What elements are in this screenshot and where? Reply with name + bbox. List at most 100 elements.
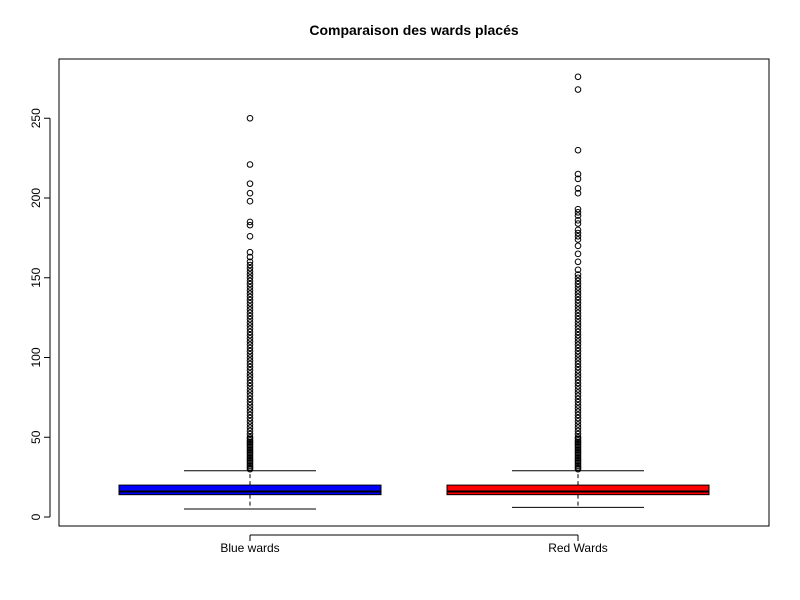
outlier-point bbox=[574, 354, 582, 361]
outlier-point bbox=[246, 114, 254, 122]
outlier-point bbox=[574, 217, 582, 224]
outlier-point bbox=[574, 360, 582, 368]
outlier-point bbox=[246, 258, 254, 266]
outlier-point bbox=[246, 379, 254, 387]
plot-frame bbox=[58, 58, 770, 527]
outlier-point bbox=[574, 232, 582, 240]
outlier-point bbox=[246, 376, 254, 384]
outlier-point bbox=[246, 325, 254, 333]
outlier-point bbox=[574, 433, 582, 441]
outlier-point bbox=[574, 398, 582, 406]
outlier-point bbox=[246, 293, 254, 301]
outlier-point bbox=[246, 427, 254, 435]
boxes-group bbox=[118, 73, 710, 510]
outlier-point bbox=[246, 189, 254, 197]
outlier-point bbox=[246, 341, 254, 349]
outlier-point bbox=[574, 185, 582, 192]
outlier-point bbox=[574, 236, 582, 243]
outlier-point bbox=[246, 232, 254, 240]
outlier-point bbox=[246, 309, 254, 317]
box-0 bbox=[118, 114, 382, 510]
x-tick-label: Blue wards bbox=[220, 541, 279, 555]
outlier-point bbox=[574, 229, 582, 237]
outlier-point bbox=[574, 299, 582, 307]
outlier-point bbox=[246, 274, 254, 282]
outlier-point bbox=[246, 248, 254, 256]
outlier-point bbox=[574, 376, 582, 384]
outlier-point bbox=[574, 379, 582, 387]
outlier-point bbox=[246, 360, 254, 368]
outlier-point bbox=[574, 266, 582, 274]
outlier-point bbox=[574, 366, 582, 374]
outlier-point bbox=[246, 338, 254, 345]
box-rect bbox=[118, 484, 382, 496]
outlier-point bbox=[246, 433, 254, 441]
outlier-point bbox=[246, 328, 254, 336]
outlier-point bbox=[246, 430, 254, 438]
outlier-point bbox=[246, 331, 254, 339]
outlier-point bbox=[574, 382, 582, 390]
outlier-point bbox=[574, 402, 582, 409]
outlier-point bbox=[574, 418, 582, 425]
outlier-point bbox=[574, 430, 582, 438]
outlier-point bbox=[246, 312, 254, 320]
outlier-point bbox=[246, 354, 254, 361]
outlier-point bbox=[574, 370, 582, 377]
outlier-point bbox=[246, 271, 254, 278]
outlier-point bbox=[574, 373, 582, 380]
outlier-point bbox=[574, 312, 582, 320]
outlier-point bbox=[246, 389, 254, 396]
x-tick-label: Red Wards bbox=[548, 541, 608, 555]
outlier-point bbox=[574, 405, 582, 412]
outlier-point bbox=[574, 331, 582, 339]
outlier-point bbox=[246, 335, 254, 342]
outlier-point bbox=[574, 395, 582, 403]
outlier-point bbox=[246, 296, 254, 304]
outlier-point bbox=[574, 386, 582, 393]
outlier-point bbox=[246, 414, 254, 422]
outlier-point bbox=[246, 392, 254, 400]
outlier-point bbox=[574, 209, 582, 216]
outlier-point bbox=[246, 402, 254, 409]
outlier-point bbox=[574, 284, 582, 291]
outlier-point bbox=[574, 421, 582, 428]
outlier-point bbox=[246, 303, 254, 310]
outlier-point bbox=[574, 341, 582, 349]
outlier-point bbox=[574, 280, 582, 288]
outlier-point bbox=[574, 226, 582, 234]
outlier-point bbox=[574, 170, 582, 178]
outlier-point bbox=[574, 427, 582, 435]
chart-title: Comparaison des wards placés bbox=[309, 22, 519, 38]
outlier-point bbox=[574, 411, 582, 419]
outlier-point bbox=[246, 357, 254, 364]
box-rect bbox=[446, 484, 710, 496]
outlier-point bbox=[246, 161, 254, 168]
outlier-point bbox=[246, 344, 254, 352]
outlier-point bbox=[574, 351, 582, 358]
outlier-point bbox=[574, 344, 582, 352]
outlier-point bbox=[246, 424, 254, 431]
outlier-point bbox=[246, 319, 254, 326]
outlier-point bbox=[246, 386, 254, 393]
outlier-point bbox=[246, 277, 254, 285]
y-tick-label: 200 bbox=[29, 188, 43, 208]
outlier-point bbox=[246, 395, 254, 403]
outlier-point bbox=[246, 253, 254, 261]
outlier-point bbox=[574, 73, 582, 81]
outlier-point bbox=[574, 363, 582, 371]
outlier-point bbox=[246, 261, 254, 269]
y-tick-label: 50 bbox=[29, 430, 43, 444]
outlier-point bbox=[574, 322, 582, 329]
outlier-point bbox=[574, 414, 582, 422]
outlier-point bbox=[574, 86, 582, 93]
outlier-point bbox=[246, 268, 254, 275]
outlier-point bbox=[246, 299, 254, 307]
outlier-point bbox=[246, 264, 254, 272]
outlier-point bbox=[574, 212, 582, 219]
outlier-point bbox=[574, 325, 582, 333]
outlier-point bbox=[574, 271, 582, 278]
x-axis: Blue wards Red Wards bbox=[220, 534, 608, 555]
box-1 bbox=[446, 73, 710, 508]
outlier-point bbox=[246, 347, 254, 355]
outlier-point bbox=[574, 335, 582, 342]
